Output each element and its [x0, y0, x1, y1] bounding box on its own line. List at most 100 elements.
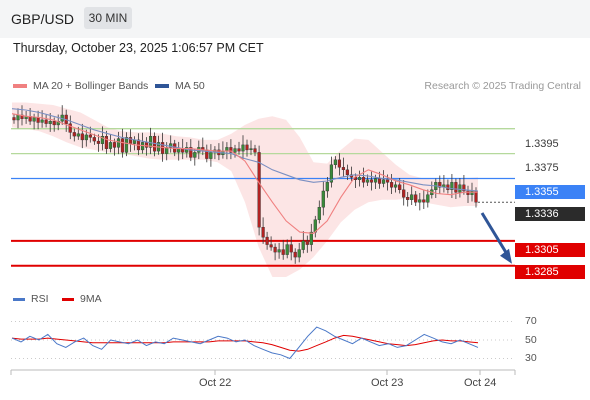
rsi-ma-line: [11, 334, 479, 352]
ma20-swatch-icon: [13, 84, 27, 88]
level-label-pivot: 1.3355: [515, 185, 585, 199]
candle-body: [80, 133, 84, 141]
candle-body: [450, 182, 454, 191]
candle-body: [329, 164, 333, 183]
candle-body: [418, 199, 422, 203]
level-label-s1: 1.3305: [515, 243, 585, 257]
candle-body: [462, 184, 466, 192]
candle-body: [48, 120, 52, 124]
research-credit: Research © 2025 Trading Central: [424, 80, 581, 92]
legend-item-rsi: RSI: [13, 293, 49, 305]
forecast-arrow-shaft: [480, 212, 510, 257]
candle-body: [249, 148, 253, 151]
candle-body: [325, 182, 329, 192]
candle-body: [305, 240, 309, 245]
rsi-panel: [11, 321, 515, 360]
candle-body: [241, 144, 245, 152]
candle-body: [321, 190, 325, 208]
candle-body: [422, 199, 426, 203]
candle-body: [341, 167, 345, 171]
candle-body: [454, 182, 458, 193]
candle-body: [273, 246, 277, 253]
candle-body: [177, 148, 181, 153]
candle-body: [36, 117, 40, 123]
candle-body: [390, 182, 394, 188]
candle-body: [120, 138, 125, 153]
currency-pair-title: GBP/USD: [11, 11, 75, 27]
candle-body: [88, 134, 92, 138]
legend-label-ma50: MA 50: [175, 80, 205, 92]
candle-body: [261, 226, 265, 238]
candle-body: [289, 244, 293, 253]
candle-body: [466, 190, 470, 195]
candle-body: [337, 159, 341, 168]
forecast-arrow-head: [500, 248, 512, 264]
candle-body: [378, 178, 382, 184]
candle-body: [458, 184, 462, 193]
candle-body: [12, 117, 16, 121]
candle-body: [76, 133, 80, 137]
candle-body: [116, 138, 121, 148]
candle-body: [189, 147, 193, 158]
candle-body: [237, 148, 241, 152]
candle-body: [470, 190, 474, 195]
level-label-s2: 1.3285: [515, 265, 585, 279]
candle-body: [229, 147, 233, 153]
candle-body: [394, 184, 398, 188]
candle-body: [365, 179, 370, 183]
forecast-arrow: [480, 212, 512, 264]
candle-body: [225, 147, 229, 152]
candle-body: [104, 135, 108, 149]
candle-body: [44, 119, 48, 124]
candle-body: [209, 152, 213, 159]
candle-body: [253, 148, 257, 153]
rsi-tick-50: 50: [525, 334, 537, 346]
candle-body: [426, 194, 430, 203]
rsi-tick-70: 70: [525, 315, 537, 327]
candle-body: [361, 177, 366, 183]
candle-body: [277, 249, 281, 253]
candle-body: [40, 119, 44, 123]
rsi-line: [11, 326, 479, 360]
candle-body: [374, 178, 378, 183]
candle-body: [410, 194, 414, 200]
candle-body: [317, 206, 321, 220]
candle-body: [293, 251, 297, 258]
candle-body: [345, 169, 349, 176]
candle-body: [398, 184, 402, 191]
x-axis: [10, 369, 516, 375]
moving-averages: [11, 108, 479, 234]
candle-body: [402, 189, 406, 198]
ma50-swatch-icon: [155, 84, 169, 88]
candle-body: [309, 231, 313, 245]
candle-body: [357, 177, 362, 181]
ma9-swatch-icon: [62, 297, 74, 301]
candle-body: [92, 137, 96, 142]
rsi-tick-30: 30: [525, 352, 537, 364]
candle-body: [68, 123, 72, 133]
candle-body: [193, 152, 197, 158]
timeframe-button[interactable]: 30 MIN: [84, 7, 132, 29]
candle-body: [269, 244, 273, 248]
candle-body: [297, 249, 301, 258]
level-lines: [11, 128, 515, 267]
x-label-oct22: Oct 22: [199, 377, 232, 389]
legend-item-ma20: MA 20 + Bollinger Bands: [13, 80, 148, 92]
x-label-oct23: Oct 23: [371, 377, 404, 389]
candle-body: [169, 143, 173, 148]
level-label-r2: 1.3395: [525, 138, 559, 150]
candle-body: [301, 240, 305, 250]
candle-body: [285, 244, 289, 255]
rsi-swatch-icon: [13, 297, 25, 301]
bollinger-bands: [12, 102, 478, 277]
x-label-oct24: Oct 24: [464, 377, 497, 389]
candle-body: [124, 137, 129, 153]
candle-body: [382, 179, 386, 184]
candle-body: [16, 114, 20, 121]
candle-body: [233, 148, 237, 153]
candle-body: [52, 120, 56, 126]
candle-body: [144, 142, 149, 148]
legend-label-9ma: 9MA: [80, 293, 102, 305]
legend-item-ma50: MA 50: [155, 80, 205, 92]
